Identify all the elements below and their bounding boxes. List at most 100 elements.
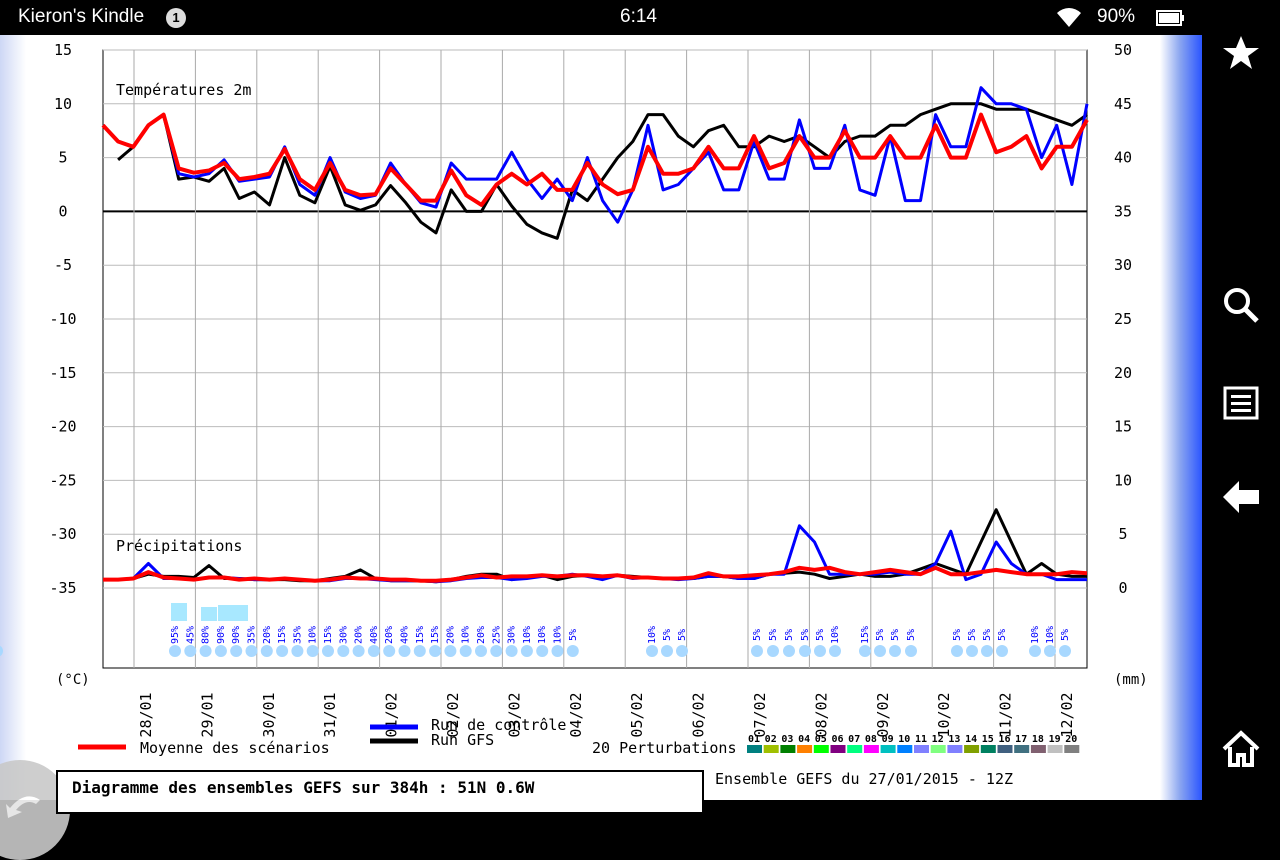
snowflake-icon	[859, 645, 871, 657]
legend-gfs-label: Run GFS	[431, 731, 494, 749]
snow-probability-label: 5%	[906, 629, 917, 641]
left-tick-label: -25	[49, 471, 76, 489]
snowflake-icon	[889, 645, 901, 657]
left-unit: (°C)	[56, 672, 90, 688]
snowflake-icon	[169, 645, 181, 657]
right-tick-label: 0	[1118, 579, 1127, 597]
home-button[interactable]	[1218, 726, 1264, 772]
perturbation-swatch	[964, 745, 980, 753]
snowflake-icon	[799, 645, 811, 657]
footer-title-box: Diagramme des ensembles GEFS sur 384h : …	[56, 770, 704, 814]
perturbation-swatch	[930, 745, 946, 753]
snowflake-icon	[814, 645, 826, 657]
snow-bar	[218, 605, 248, 621]
snow-probability-label: 5%	[752, 629, 763, 641]
home-icon	[1222, 730, 1260, 767]
snowflake-icon	[751, 645, 763, 657]
web-content[interactable]: 15 10 5 0 -5 -10 -15 -20 -25 -30 -35 50 45 40 35 30 25 20…	[0, 35, 1202, 860]
perturbation-swatch	[897, 745, 913, 753]
snowflake-icon	[551, 645, 564, 657]
left-tick-label: -15	[49, 364, 76, 382]
perturbation-id: 09	[882, 734, 894, 745]
snow-probability-label: 40%	[400, 626, 411, 644]
snowflake-icon	[505, 645, 518, 657]
x-tick-label: 31/01	[321, 692, 339, 737]
control-temp-line	[101, 86, 1089, 224]
snow-probability-label: 15%	[860, 626, 871, 644]
snow-probability-label: 10%	[522, 626, 533, 644]
snow-probability-label: 5%	[662, 629, 673, 641]
perturbation-id: 06	[831, 734, 843, 745]
snow-probability-label: 10%	[0, 626, 3, 644]
perturbation-id: 14	[965, 734, 977, 745]
snow-probability-label: 25%	[491, 626, 502, 644]
snow-probability-label: 5%	[967, 629, 978, 641]
snowflake-icon	[646, 645, 658, 657]
left-tick-label: 10	[54, 95, 72, 113]
notification-badge[interactable]: 1	[166, 8, 186, 28]
left-tick-label: 0	[58, 202, 67, 220]
snowflake-icon	[905, 645, 917, 657]
left-tick-label: 5	[58, 149, 67, 167]
perturbation-id: 02	[765, 734, 777, 745]
snowflake-icon	[306, 645, 319, 657]
menu-icon	[1223, 386, 1259, 420]
snow-probability-label: 20%	[354, 626, 365, 644]
status-bar: Kieron's Kindle 1 6:14 90%	[0, 0, 1202, 35]
snowflake-icon	[767, 645, 779, 657]
perturbation-swatch	[880, 745, 896, 753]
legend-mean-label: Moyenne des scénarios	[140, 739, 330, 757]
snowflake-icon	[996, 645, 1008, 657]
snow-probability-label: 15%	[430, 626, 441, 644]
snowflake-icon	[245, 645, 258, 657]
back-button[interactable]	[1218, 474, 1264, 520]
perturbations-label: 20 Perturbations	[592, 739, 737, 757]
perturbation-id: 15	[982, 734, 994, 745]
snow-probability-label: 95%	[170, 626, 181, 644]
snowflake-icon	[1029, 645, 1041, 657]
snow-probability-label: 5%	[875, 629, 886, 641]
snowflake-icon	[230, 645, 243, 657]
perturbation-swatch	[797, 745, 813, 753]
perturbation-swatch	[830, 745, 846, 753]
star-icon	[1223, 36, 1259, 69]
perturbation-id: 20	[1065, 734, 1077, 745]
x-tick-label: 05/02	[628, 692, 646, 737]
snow-probability-label: 40%	[369, 626, 380, 644]
perturbation-swatch	[1047, 745, 1063, 753]
snowflake-icon	[352, 645, 365, 657]
snow-probability-label: 90%	[231, 626, 242, 644]
legend-control-label: Run de contrôle	[431, 716, 566, 734]
clock: 6:14	[620, 6, 657, 27]
right-tick-label: 35	[1114, 202, 1132, 220]
snow-probability-label: 5%	[982, 629, 993, 641]
x-tick-label: 29/01	[198, 692, 216, 737]
snow-probability-label: 5%	[952, 629, 963, 641]
snow-probability-label: 10%	[830, 626, 841, 644]
snowflake-icon	[444, 645, 457, 657]
left-tick-label: -20	[49, 418, 76, 436]
gfs-temp-line	[117, 102, 1088, 240]
snow-probability-label: 90%	[216, 626, 227, 644]
snowflake-icon	[184, 645, 197, 657]
perturbation-id: 18	[1032, 734, 1044, 745]
snow-probability-label: 10%	[553, 626, 564, 644]
perturbation-id: 16	[998, 734, 1010, 745]
snow-probability-label: 15%	[415, 626, 426, 644]
wifi-icon	[1054, 6, 1084, 33]
snowflake-icon	[429, 645, 442, 657]
perturbation-id: 19	[1049, 734, 1061, 745]
snowflake-icon	[1059, 645, 1071, 657]
left-tick-label: -10	[49, 310, 76, 328]
snowflake-icon	[322, 645, 334, 657]
perturbation-swatch	[763, 745, 779, 753]
right-tick-label: 45	[1114, 95, 1132, 113]
snowflake-icon	[829, 645, 841, 657]
snow-probability-label: 10%	[308, 626, 319, 644]
snowflake-icon	[966, 645, 978, 657]
perturbation-id: 05	[815, 734, 827, 745]
menu-button[interactable]	[1218, 380, 1264, 426]
bookmark-star-button[interactable]	[1218, 30, 1264, 76]
snowflake-icon	[475, 645, 487, 657]
search-button[interactable]	[1218, 282, 1264, 328]
